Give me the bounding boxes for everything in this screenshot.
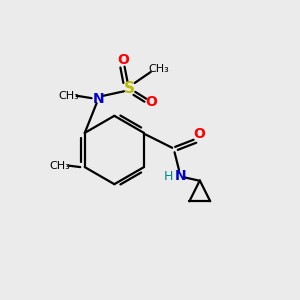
Text: O: O <box>193 128 205 141</box>
Text: H: H <box>164 169 173 182</box>
Text: O: O <box>117 53 129 67</box>
Text: CH₃: CH₃ <box>58 91 79 101</box>
Text: CH₃: CH₃ <box>49 160 70 171</box>
Text: N: N <box>92 92 104 106</box>
Text: O: O <box>146 95 158 109</box>
Text: S: S <box>124 81 135 96</box>
Text: CH₃: CH₃ <box>149 64 170 74</box>
Text: N: N <box>175 169 186 183</box>
